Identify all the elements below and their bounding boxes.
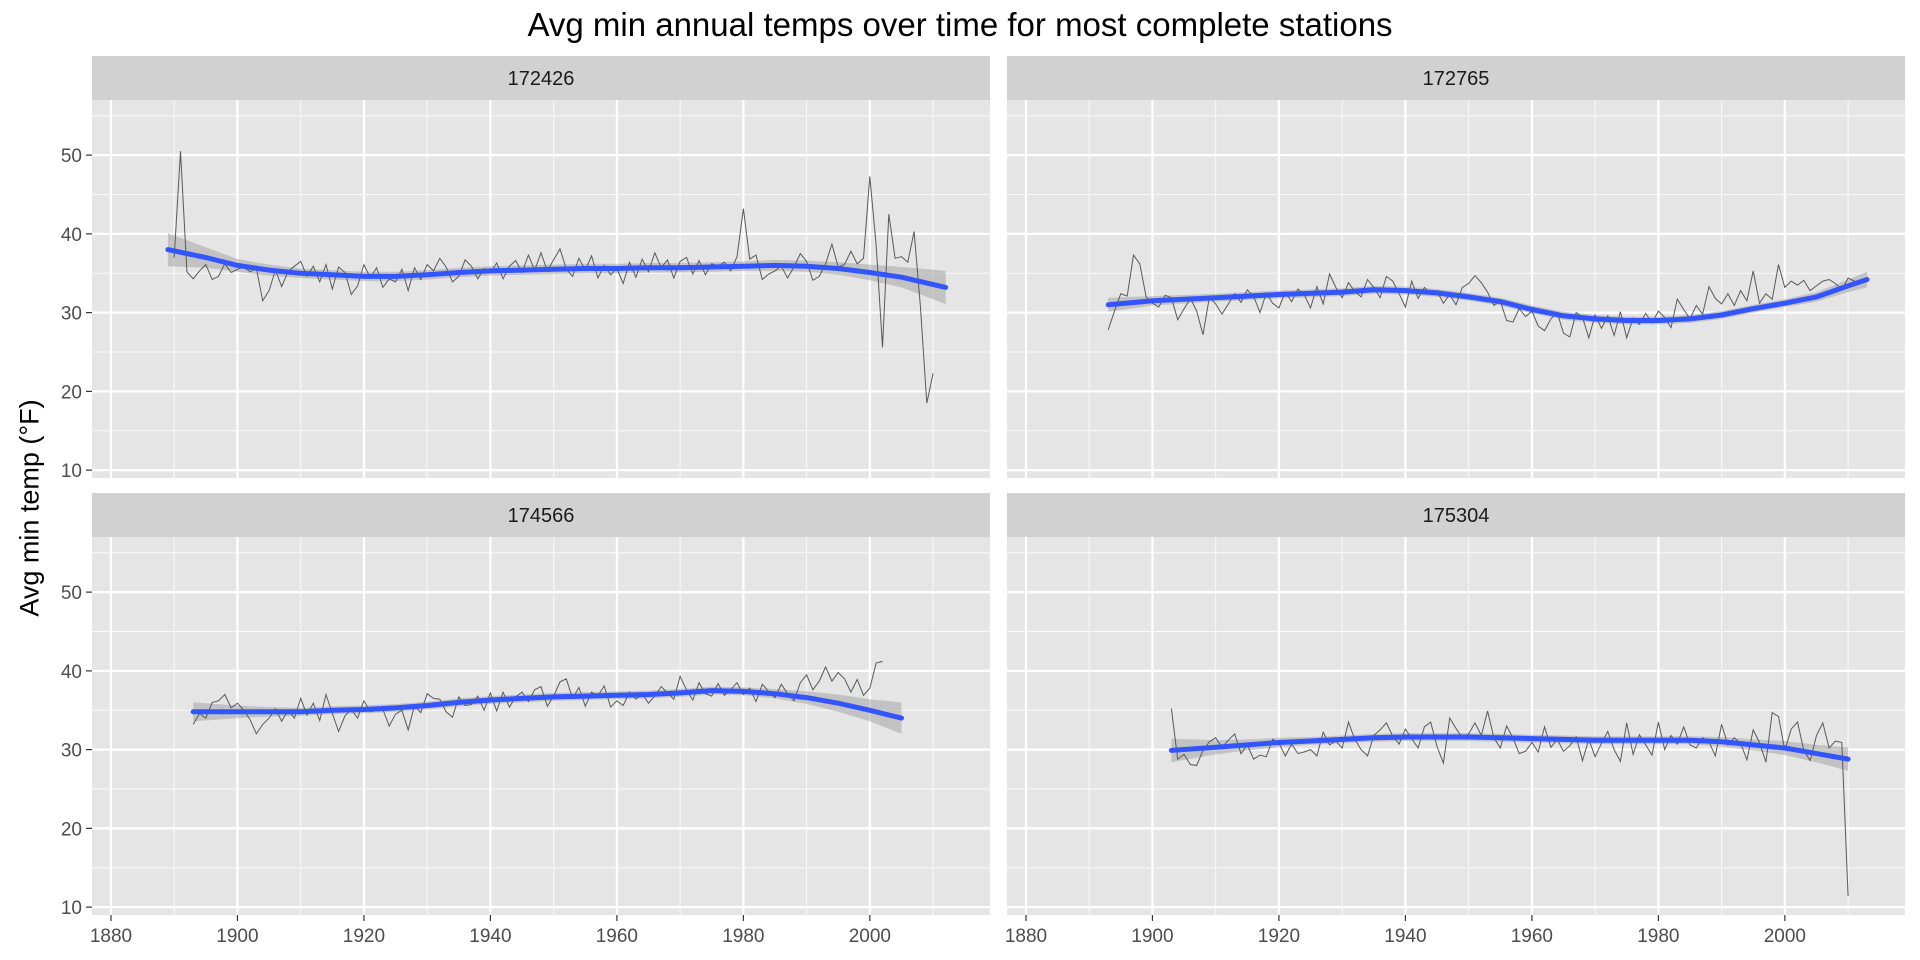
y-tick-label: 30 <box>61 741 82 762</box>
facet-strip-label: 175304 <box>1423 505 1490 527</box>
x-tick-label: 1940 <box>469 926 511 947</box>
facet-panel-174566: 174566 10 20 30 40 50 1880 1900 1920 1940 1960 1980… <box>61 493 990 947</box>
facet-strip <box>92 56 990 100</box>
y-tick-label: 10 <box>61 461 82 482</box>
facet-strip <box>92 493 990 537</box>
panel-background <box>1007 100 1905 478</box>
y-tick-label: 50 <box>61 146 82 167</box>
x-tick-label: 2000 <box>849 926 891 947</box>
facet-panel-175304: 175304 1880 1900 1920 1940 1960 1980 2000 <box>1005 493 1905 947</box>
x-tick-label: 2000 <box>1764 926 1806 947</box>
y-tick-label: 10 <box>61 898 82 919</box>
facet-strip-label: 172426 <box>508 68 575 90</box>
x-tick-label: 1880 <box>90 926 132 947</box>
y-tick-label: 20 <box>61 819 82 840</box>
facet-panel-172426: 172426 10 20 30 40 50 <box>61 56 990 482</box>
facet-strip <box>1007 56 1905 100</box>
smooth-trend-line <box>1168 734 1851 762</box>
smooth-trend-line <box>165 247 949 290</box>
x-tick-label: 1940 <box>1384 926 1426 947</box>
facet-panel-172765: 172765 <box>1007 56 1905 478</box>
facet-strip-label: 172765 <box>1423 68 1490 90</box>
x-tick-label: 1920 <box>343 926 385 947</box>
x-tick-label: 1880 <box>1005 926 1047 947</box>
y-tick-label: 20 <box>61 382 82 403</box>
raw-series-line <box>1107 253 1868 340</box>
x-tick-label: 1960 <box>1511 926 1553 947</box>
facet-strip-label: 174566 <box>508 505 575 527</box>
x-tick-label: 1980 <box>1637 926 1679 947</box>
x-tick-label: 1960 <box>596 926 638 947</box>
x-tick-label: 1920 <box>1258 926 1300 947</box>
panel-background <box>1007 537 1905 915</box>
y-tick-label: 50 <box>61 583 82 604</box>
y-tick-label: 30 <box>61 304 82 325</box>
smooth-trend-line <box>1105 277 1870 323</box>
panel-background <box>92 537 990 915</box>
raw-series-line <box>173 151 934 404</box>
panel-background <box>92 100 990 478</box>
chart-title: Avg min annual temps over time for most … <box>527 6 1393 43</box>
x-tick-label: 1980 <box>722 926 764 947</box>
x-tick-label: 1900 <box>1131 926 1173 947</box>
y-tick-label: 40 <box>61 225 82 246</box>
y-tick-label: 40 <box>61 662 82 683</box>
x-tick-label: 1900 <box>216 926 258 947</box>
raw-series-line <box>1170 708 1849 897</box>
smooth-trend-line <box>190 688 904 721</box>
facet-strip <box>1007 493 1905 537</box>
